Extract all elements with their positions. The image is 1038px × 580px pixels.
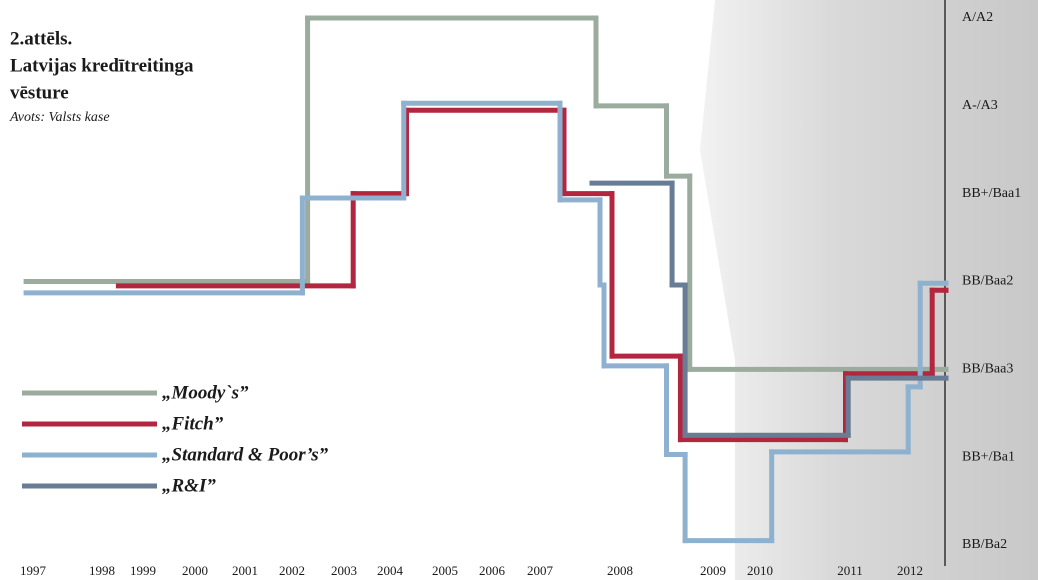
x-tick-label: 2003 xyxy=(331,563,357,578)
x-tick-label: 2001 xyxy=(232,563,258,578)
legend-label: „Standard & Poor’s” xyxy=(162,444,329,465)
x-tick-label: 2007 xyxy=(527,563,554,578)
chart-title: 2.attēls. xyxy=(10,28,72,49)
background-photo xyxy=(700,0,1038,580)
x-tick-label: 2012 xyxy=(897,563,923,578)
y-tick-label: A/A2 xyxy=(962,10,993,25)
x-tick-label: 2008 xyxy=(607,563,633,578)
y-tick-label: BB+/Ba1 xyxy=(962,449,1015,464)
x-tick-label: 1999 xyxy=(130,563,156,578)
x-tick-label: 2004 xyxy=(377,563,404,578)
x-tick-label: 2002 xyxy=(279,563,305,578)
y-tick-label: BB/Baa2 xyxy=(962,274,1013,289)
legend-label: „R&I” xyxy=(162,475,216,496)
x-tick-label: 1998 xyxy=(89,563,115,578)
x-tick-label: 2000 xyxy=(182,563,208,578)
chart-subtitle: Latvijas kredītreitinga xyxy=(10,55,194,76)
chart-subtitle: vēsture xyxy=(10,82,69,103)
x-tick-label: 2005 xyxy=(432,563,458,578)
x-tick-label: 2011 xyxy=(837,563,863,578)
x-tick-label: 1997 xyxy=(20,563,47,578)
y-tick-label: BB/Ba2 xyxy=(962,537,1007,552)
x-tick-label: 2009 xyxy=(700,563,726,578)
x-tick-label: 2006 xyxy=(479,563,506,578)
source: Avots: Valsts kase xyxy=(9,110,110,125)
legend-label: „Moody`s” xyxy=(162,382,249,403)
legend-label: „Fitch” xyxy=(162,413,224,434)
y-tick-label: BB+/Baa1 xyxy=(962,186,1021,201)
x-tick-label: 2010 xyxy=(747,563,773,578)
y-tick-label: BB/Baa3 xyxy=(962,362,1013,377)
chart: 2.attēls. Latvijas kredītreitinga vēstur… xyxy=(0,0,1038,580)
y-tick-label: A-/A3 xyxy=(962,98,998,113)
